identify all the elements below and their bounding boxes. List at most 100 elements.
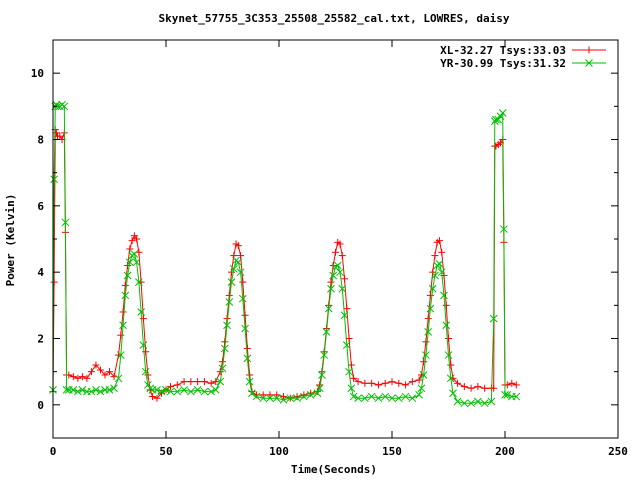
data-point xyxy=(92,386,100,394)
data-point xyxy=(329,271,338,280)
data-point xyxy=(467,399,475,408)
data-point xyxy=(481,384,489,392)
data-point xyxy=(180,386,188,394)
data-point xyxy=(173,381,181,389)
data-point xyxy=(336,240,344,248)
data-point xyxy=(119,308,127,316)
data-point xyxy=(388,378,396,386)
data-point xyxy=(239,278,247,286)
data-point xyxy=(61,218,70,227)
data-point xyxy=(87,368,95,376)
data-point xyxy=(431,252,439,260)
data-point xyxy=(132,258,141,267)
data-point xyxy=(141,367,150,376)
data-point xyxy=(445,335,452,342)
data-point xyxy=(135,278,143,286)
y-tick-label: 0 xyxy=(37,399,44,412)
data-point xyxy=(69,373,77,381)
data-point xyxy=(332,248,339,256)
data-point xyxy=(252,392,261,401)
data-point xyxy=(220,344,229,353)
data-point xyxy=(106,368,113,376)
data-point xyxy=(474,397,482,406)
data-point xyxy=(248,389,256,398)
data-point xyxy=(394,394,403,403)
data-point xyxy=(417,384,426,393)
data-point xyxy=(229,264,238,273)
x-axis-label: Time(Seconds) xyxy=(291,463,377,476)
data-point xyxy=(444,351,453,359)
data-point xyxy=(128,237,136,245)
data-point xyxy=(424,328,433,336)
data-point xyxy=(216,377,225,386)
data-point xyxy=(512,381,520,389)
data-point xyxy=(110,384,118,393)
data-point xyxy=(241,324,249,333)
data-point xyxy=(354,394,362,403)
data-point xyxy=(78,386,87,394)
data-point xyxy=(449,389,457,398)
data-point xyxy=(420,358,428,366)
data-point xyxy=(180,378,188,386)
data-point xyxy=(320,351,329,359)
data-point xyxy=(460,383,468,391)
data-point xyxy=(435,260,444,268)
data-point xyxy=(494,115,503,124)
data-point xyxy=(87,387,96,396)
data-point xyxy=(300,392,308,401)
data-point xyxy=(272,394,281,403)
data-point xyxy=(453,397,462,406)
data-point xyxy=(429,268,437,276)
data-point xyxy=(374,381,382,389)
y-axis-label: Power (Kelvin) xyxy=(4,194,17,287)
data-point xyxy=(361,394,369,403)
data-point xyxy=(225,298,234,306)
data-point xyxy=(446,374,455,383)
series-layer xyxy=(49,100,521,408)
data-point xyxy=(227,278,236,286)
data-point xyxy=(74,387,82,396)
data-point xyxy=(60,102,69,111)
data-point xyxy=(50,175,58,184)
data-point xyxy=(200,378,208,386)
data-point xyxy=(133,235,141,243)
data-point xyxy=(238,294,247,303)
data-point xyxy=(126,245,134,253)
data-point xyxy=(496,112,505,121)
data-point xyxy=(498,109,507,117)
data-point xyxy=(347,384,356,393)
data-point xyxy=(114,374,123,383)
y-tick-label: 10 xyxy=(31,67,44,80)
data-point xyxy=(419,371,428,379)
data-point xyxy=(96,387,105,396)
data-point xyxy=(148,393,156,401)
data-point xyxy=(401,392,410,401)
data-point xyxy=(422,351,430,359)
x-tick-label: 0 xyxy=(50,445,57,458)
data-point xyxy=(438,248,446,256)
data-point xyxy=(338,284,347,293)
data-point xyxy=(454,379,462,387)
data-point xyxy=(279,396,288,404)
data-point xyxy=(96,366,104,374)
x-tick-label: 250 xyxy=(608,445,628,458)
data-point xyxy=(223,321,231,330)
data-point xyxy=(336,268,344,277)
data-point xyxy=(388,394,396,403)
legend-label: XL-32.27 Tsys:33.03 xyxy=(440,44,566,57)
data-point xyxy=(324,304,333,313)
data-point xyxy=(426,304,435,313)
data-point xyxy=(166,387,175,396)
data-point xyxy=(105,386,114,394)
data-point xyxy=(101,371,109,379)
data-point xyxy=(313,389,322,398)
data-point xyxy=(125,258,134,267)
chart-title: Skynet_57755_3C353_25508_25582_cal.txt, … xyxy=(159,12,510,25)
data-point xyxy=(187,387,195,396)
data-point xyxy=(500,225,508,233)
data-point xyxy=(144,371,152,379)
data-point xyxy=(187,378,195,386)
data-point xyxy=(259,391,267,399)
data-point xyxy=(218,364,227,373)
